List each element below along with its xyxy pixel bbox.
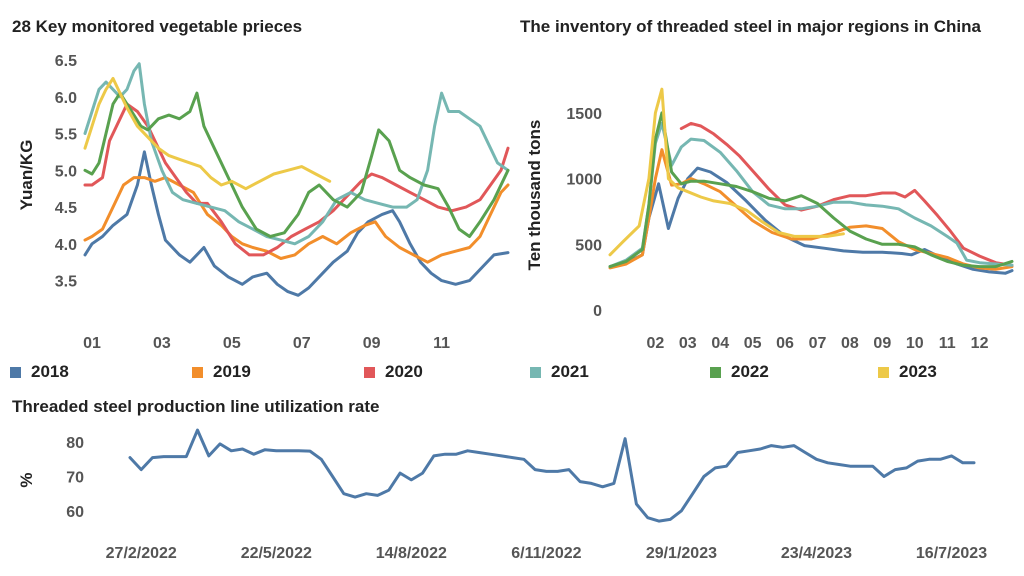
steel-y-axis-label: Ten thousand tons — [525, 120, 544, 271]
vegetable-chart-title: 28 Key monitored vegetable prieces — [12, 17, 303, 36]
legend-label: 2023 — [899, 362, 937, 381]
veg-series-line-2020 — [83, 102, 510, 257]
util-x-tick-label: 6/11/2022 — [511, 545, 581, 562]
steel-series-line-2019 — [608, 148, 1014, 271]
legend-label: 2020 — [385, 362, 423, 381]
steel-y-tick-label: 1000 — [566, 172, 602, 189]
steel-x-tick-label: 03 — [679, 335, 697, 352]
veg-series-line-2019 — [83, 176, 510, 264]
steel-inventory-chart-title: The inventory of threaded steel in major… — [520, 17, 981, 36]
veg-y-tick-label: 5.0 — [55, 163, 77, 180]
legend-swatch — [10, 366, 21, 378]
steel-y-tick-label: 1500 — [566, 106, 602, 123]
legend-item-2023: 2023 — [878, 362, 937, 382]
util-y-axis-label: % — [17, 472, 36, 487]
steel-series-line-2020 — [679, 121, 1014, 267]
steel-series-line-2023 — [608, 87, 845, 257]
util-x-tick-label: 22/5/2022 — [241, 545, 312, 562]
util-x-tick-label: 23/4/2023 — [781, 545, 852, 562]
util-y-tick-label: 70 — [66, 470, 84, 487]
util-series-line-utilization — [128, 428, 976, 523]
steel-series-line-2021 — [608, 121, 1014, 269]
veg-x-tick-label: 03 — [153, 335, 171, 352]
legend-item-2021: 2021 — [530, 362, 589, 382]
utilization-chart-title: Threaded steel production line utilizati… — [12, 397, 380, 416]
util-y-tick-label: 60 — [66, 504, 84, 521]
steel-x-tick-label: 11 — [939, 335, 956, 352]
legend-swatch — [878, 366, 889, 378]
steel-x-tick-label: 10 — [906, 335, 924, 352]
util-x-tick-label: 16/7/2023 — [916, 545, 987, 562]
steel-x-tick-label: 02 — [646, 335, 664, 352]
legend-swatch — [710, 366, 721, 378]
legend-label: 2021 — [551, 362, 589, 381]
steel-chart: 0 500 1000 1500 02 03 04 05 06 07 08 09 10 11 12 Ten th… — [525, 87, 1014, 352]
veg-x-tick-label: 07 — [293, 335, 311, 352]
util-y-tick-label: 80 — [66, 435, 84, 452]
legend-label: 2018 — [31, 362, 69, 381]
util-x-tick-label: 29/1/2023 — [646, 545, 717, 562]
veg-x-tick-label: 05 — [223, 335, 241, 352]
veg-x-tick-label: 01 — [83, 335, 101, 352]
legend-label: 2022 — [731, 362, 769, 381]
util-chart: 60 70 80 27/2/2022 22/5/2022 14/8/2022 6/11/20… — [17, 428, 987, 562]
legend-swatch — [530, 366, 541, 378]
steel-x-tick-label: 12 — [971, 335, 989, 352]
legend: 2018 2019 2020 2021 2022 2023 — [10, 362, 1020, 388]
legend-item-2020: 2020 — [364, 362, 423, 382]
legend-swatch — [192, 366, 203, 378]
steel-x-tick-label: 05 — [744, 335, 762, 352]
legend-item-2018: 2018 — [10, 362, 69, 382]
veg-series-line-2022 — [83, 91, 510, 238]
veg-series-line-2021 — [83, 62, 510, 246]
legend-swatch — [364, 366, 375, 378]
veg-y-tick-label: 6.0 — [55, 90, 77, 107]
steel-series-line-2022 — [608, 111, 1014, 269]
veg-y-tick-label: 4.0 — [55, 237, 77, 254]
veg-series-line-2018 — [83, 150, 510, 297]
steel-x-tick-label: 09 — [873, 335, 891, 352]
veg-x-tick-label: 11 — [433, 335, 450, 352]
legend-item-2022: 2022 — [710, 362, 769, 382]
veg-y-tick-label: 5.5 — [55, 127, 77, 144]
util-x-tick-label: 27/2/2022 — [106, 545, 177, 562]
veg-y-tick-label: 4.5 — [55, 200, 77, 217]
steel-x-tick-label: 07 — [809, 335, 827, 352]
legend-item-2019: 2019 — [192, 362, 251, 382]
veg-y-axis-label: Yuan/KG — [17, 140, 36, 211]
veg-y-tick-label: 3.5 — [55, 274, 77, 291]
veg-x-tick-label: 09 — [363, 335, 381, 352]
legend-label: 2019 — [213, 362, 251, 381]
steel-x-tick-label: 04 — [711, 335, 729, 352]
veg-y-tick-label: 6.5 — [55, 53, 77, 70]
steel-y-tick-label: 0 — [593, 303, 602, 320]
steel-x-tick-label: 06 — [776, 335, 794, 352]
veg-chart: 3.5 4.0 4.5 5.0 5.5 6.0 6.5 01 03 05 07 09 11 Yuan/KG — [17, 53, 510, 352]
veg-series-line-2023 — [83, 76, 332, 191]
util-x-tick-label: 14/8/2022 — [376, 545, 447, 562]
steel-y-tick-label: 500 — [575, 237, 602, 254]
steel-x-tick-label: 08 — [841, 335, 859, 352]
